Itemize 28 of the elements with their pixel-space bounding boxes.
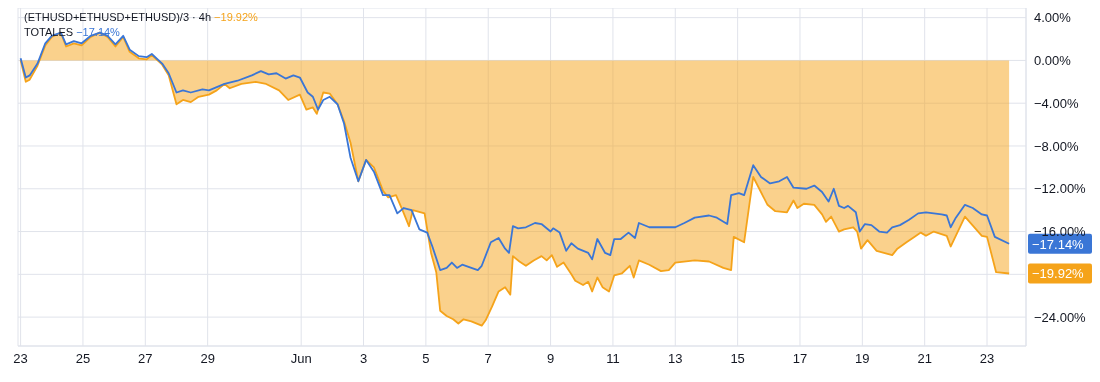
y-tick-label: −12.00% <box>1034 181 1087 197</box>
x-tick-label: 23 <box>979 351 995 367</box>
x-tick-label: 11 <box>606 351 620 367</box>
text: −19.92% <box>214 11 258 23</box>
x-tick-label: 25 <box>75 351 91 367</box>
x-tick-label: Jun <box>290 351 312 367</box>
series-label: (ETHUSD+ETHUSD+ETHUSD)/3 · 4h <box>24 11 212 23</box>
y-tick-label: −8.00% <box>1034 138 1079 154</box>
y-tick-label: −4.00% <box>1034 95 1079 111</box>
annotation: −17.14% <box>1032 236 1085 252</box>
y-tick-label: 4.00% <box>1034 10 1072 26</box>
annotation: −19.92% <box>1032 266 1085 282</box>
x-tick-label: 19 <box>855 351 870 367</box>
x-tick-label: 7 <box>484 351 492 367</box>
x-tick-label: 21 <box>917 351 932 367</box>
x-tick-label: 9 <box>546 351 555 367</box>
x-tick-label: 27 <box>138 351 153 367</box>
x-tick-label: 3 <box>359 351 368 367</box>
y-tick-label: −24.00% <box>1034 309 1087 325</box>
x-tick-label: 13 <box>668 351 683 367</box>
series-label: TOTALES <box>24 26 74 38</box>
y-tick-label: 0.00% <box>1034 53 1072 69</box>
x-tick-label: 29 <box>200 351 215 367</box>
text: −17.14% <box>76 26 120 38</box>
x-tick-label: 5 <box>422 351 430 367</box>
x-tick-label: 17 <box>792 351 808 367</box>
x-tick-label: 15 <box>730 351 745 367</box>
x-tick-label: 23 <box>13 351 28 367</box>
